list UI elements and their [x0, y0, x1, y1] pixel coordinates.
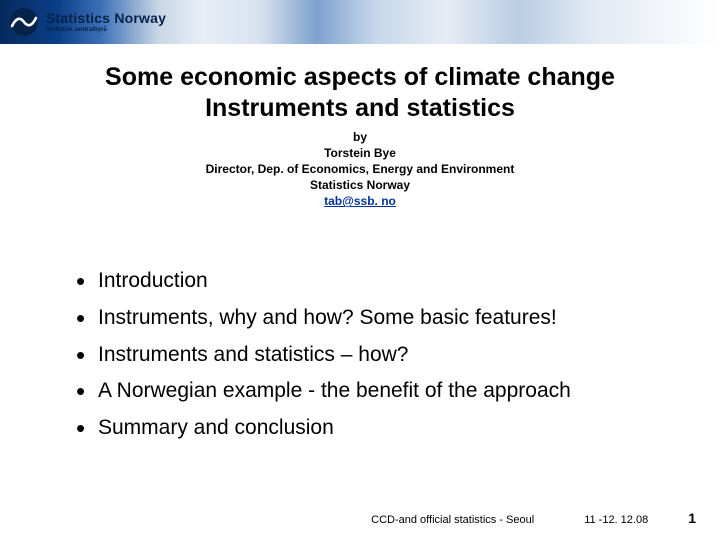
list-item: Instruments, why and how? Some basic fea… — [76, 302, 670, 335]
list-item: Instruments and statistics – how? — [76, 339, 670, 372]
header-banner: Statistics Norway Statistisk sentralbyrå — [0, 0, 720, 44]
byline-role: Director, Dep. of Economics, Energy and … — [50, 161, 670, 177]
logo-mark-icon — [10, 8, 38, 36]
byline-org: Statistics Norway — [50, 177, 670, 193]
byline: by Torstein Bye Director, Dep. of Econom… — [50, 129, 670, 210]
title-line-2: Instruments and statistics — [60, 93, 660, 124]
footer-event: CCD-and official statistics - Seoul — [371, 514, 534, 526]
bullet-list: Introduction Instruments, why and how? S… — [50, 265, 670, 444]
list-item: A Norwegian example - the benefit of the… — [76, 375, 670, 408]
byline-by: by — [50, 129, 670, 145]
footer-page-number: 1 — [688, 510, 696, 526]
logo-sublabel: Statistisk sentralbyrå — [46, 27, 166, 33]
byline-author: Torstein Bye — [50, 145, 670, 161]
logo-text: Statistics Norway Statistisk sentralbyrå — [46, 11, 166, 33]
logo-label: Statistics Norway — [46, 11, 166, 25]
logo: Statistics Norway Statistisk sentralbyrå — [0, 8, 166, 36]
list-item: Summary and conclusion — [76, 412, 670, 445]
slide-title: Some economic aspects of climate change … — [50, 62, 670, 125]
slide: Statistics Norway Statistisk sentralbyrå… — [0, 0, 720, 540]
title-line-1: Some economic aspects of climate change — [60, 62, 660, 93]
footer-date: 11 -12. 12.08 — [584, 514, 648, 526]
email-link[interactable]: tab@ssb. no — [324, 194, 396, 208]
list-item: Introduction — [76, 265, 670, 298]
byline-email: tab@ssb. no — [50, 193, 670, 209]
slide-content: Some economic aspects of climate change … — [0, 44, 720, 540]
slide-footer: CCD-and official statistics - Seoul 11 -… — [0, 510, 720, 526]
